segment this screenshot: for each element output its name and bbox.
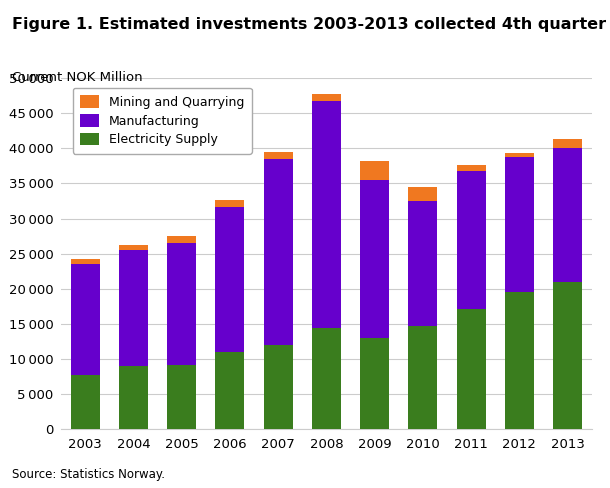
Bar: [71, 375, 99, 429]
Bar: [215, 352, 245, 429]
Bar: [264, 152, 293, 159]
Bar: [360, 161, 389, 180]
Legend: Mining and Quarrying, Manufacturing, Electricity Supply: Mining and Quarrying, Manufacturing, Ele…: [73, 88, 252, 154]
Bar: [553, 282, 582, 429]
Bar: [505, 153, 534, 158]
Bar: [119, 366, 148, 429]
Bar: [457, 164, 486, 171]
Bar: [119, 245, 148, 250]
Bar: [264, 159, 293, 345]
Bar: [312, 102, 341, 327]
Bar: [553, 148, 582, 282]
Bar: [360, 338, 389, 429]
Bar: [408, 201, 437, 326]
Bar: [360, 180, 389, 338]
Bar: [312, 94, 341, 102]
Bar: [119, 250, 148, 366]
Bar: [215, 201, 245, 207]
Bar: [71, 260, 99, 264]
Bar: [215, 207, 245, 352]
Bar: [71, 264, 99, 375]
Text: Figure 1. Estimated investments 2003-2013 collected 4th quarter same year: Figure 1. Estimated investments 2003-201…: [12, 17, 610, 32]
Bar: [457, 308, 486, 429]
Bar: [408, 326, 437, 429]
Bar: [264, 345, 293, 429]
Bar: [312, 327, 341, 429]
Bar: [553, 139, 582, 148]
Bar: [408, 187, 437, 201]
Bar: [457, 171, 486, 308]
Bar: [167, 243, 196, 366]
Bar: [505, 292, 534, 429]
Bar: [167, 236, 196, 243]
Text: Source: Statistics Norway.: Source: Statistics Norway.: [12, 468, 165, 481]
Text: Current NOK Million: Current NOK Million: [12, 71, 143, 84]
Bar: [167, 366, 196, 429]
Bar: [505, 158, 534, 292]
